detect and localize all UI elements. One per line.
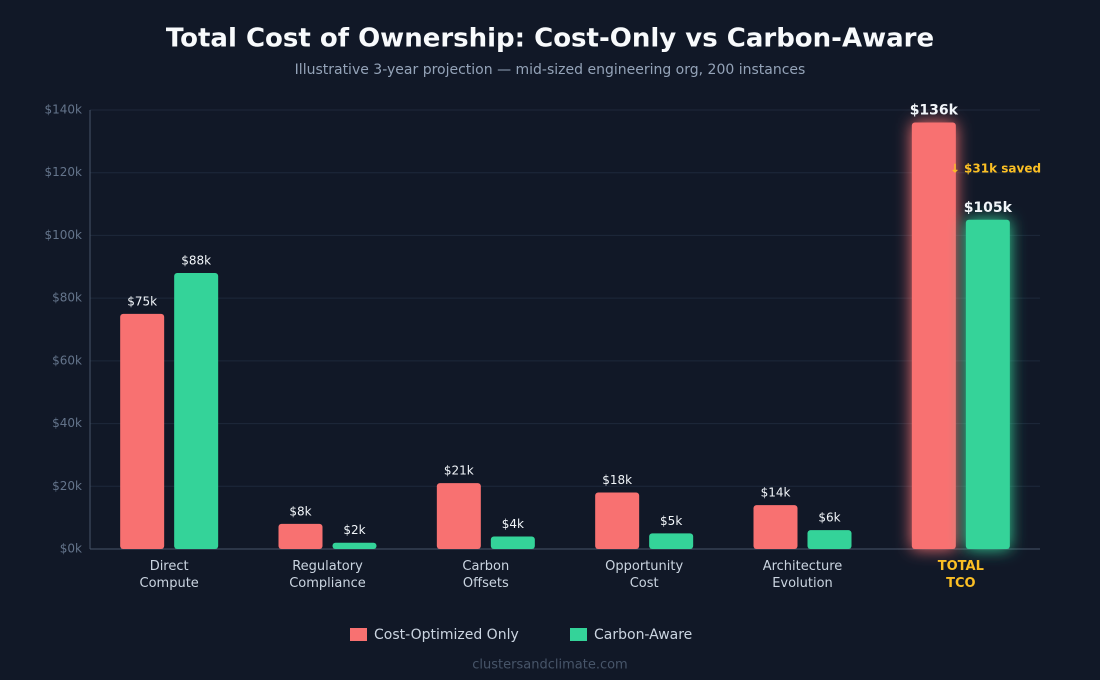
y-tick-label: $40k — [52, 416, 82, 430]
value-label: $6k — [818, 511, 840, 525]
footer: clustersandclimate.com — [472, 658, 627, 673]
value-label: $5k — [660, 514, 682, 528]
value-label: $14k — [761, 486, 791, 500]
y-tick-label: $0k — [60, 542, 82, 556]
value-label: $8k — [289, 504, 311, 518]
y-tick-label: $20k — [52, 479, 82, 493]
y-tick-label: $120k — [45, 165, 83, 179]
legend-label: Carbon-Aware — [594, 627, 692, 643]
bar — [649, 533, 694, 549]
bar — [753, 505, 798, 549]
y-tick-label: $140k — [45, 103, 83, 117]
bar — [278, 523, 323, 549]
bar — [436, 483, 481, 549]
value-label: $75k — [127, 294, 157, 308]
x-tick-label: Regulatory Compliance — [289, 559, 366, 591]
value-label: $105k — [964, 200, 1013, 216]
x-tick-label: TOTAL TCO — [937, 559, 984, 591]
value-label: $2k — [343, 523, 365, 537]
value-label: $18k — [602, 473, 632, 487]
bar — [807, 530, 852, 549]
value-label: $4k — [502, 517, 524, 531]
annotation: ↓ $31k saved — [950, 162, 1041, 176]
bar — [965, 219, 1010, 549]
x-tick-label: Carbon Offsets — [462, 559, 510, 591]
x-tick-label: Architecture Evolution — [762, 559, 843, 591]
y-tick-label: $100k — [45, 228, 83, 242]
bar — [490, 536, 535, 549]
value-label: $21k — [444, 464, 474, 478]
chart-title: Total Cost of Ownership: Cost-Only vs Ca… — [166, 24, 934, 54]
bar — [595, 492, 640, 549]
legend-label: Cost-Optimized Only — [374, 627, 519, 643]
x-tick-label: Direct Compute — [139, 559, 199, 591]
legend-swatch — [350, 628, 367, 641]
x-tick-label: Opportunity Cost — [605, 559, 684, 591]
bar — [174, 273, 219, 549]
legend-swatch — [570, 628, 587, 641]
bar — [911, 122, 956, 550]
chart-subtitle: Illustrative 3-year projection — mid-siz… — [295, 62, 806, 78]
value-label: $88k — [181, 254, 211, 268]
bar — [120, 313, 165, 549]
y-tick-label: $60k — [52, 353, 82, 367]
value-label: $136k — [910, 103, 959, 119]
bar — [332, 542, 377, 549]
y-tick-label: $80k — [52, 291, 82, 305]
